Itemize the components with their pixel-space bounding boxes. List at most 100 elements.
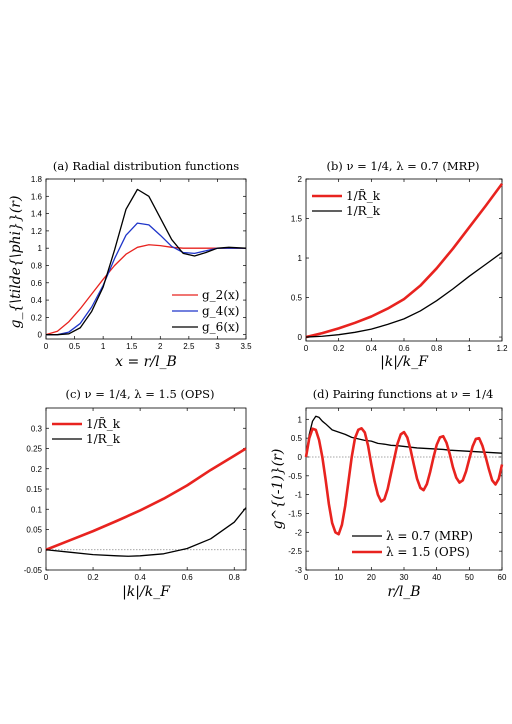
series-line-0	[305, 415, 503, 458]
x-tick-label: 0.2	[87, 573, 99, 582]
y-tick-label: 0.05	[26, 526, 42, 535]
x-tick-label: 30	[400, 573, 409, 582]
x-tick-label: 0.6	[182, 573, 194, 582]
y-tick-label: 0	[298, 453, 303, 462]
x-tick-label: 2.5	[183, 342, 195, 351]
y-tick-label: 1.8	[31, 175, 43, 184]
legend-label-1: 1/R_k	[86, 432, 121, 446]
legend-label-0: λ = 0.7 (MRP)	[386, 529, 473, 543]
y-tick-label: -2.5	[288, 547, 302, 556]
x-tick-label: 1.5	[126, 342, 138, 351]
y-tick-label: 0.5	[291, 294, 303, 303]
panel-c-series	[45, 447, 247, 557]
panel-b-xlabel: |k|/k_F	[380, 354, 429, 370]
y-tick-label: 0.2	[31, 313, 43, 322]
y-tick-label: 0	[38, 546, 43, 555]
x-tick-label: 1	[467, 344, 472, 353]
panel-a-xlabel: x = r/l_B	[115, 354, 177, 370]
legend-label-1: 1/R_k	[346, 204, 381, 218]
series-line-1	[45, 507, 247, 557]
panel-b-title: (b) ν = 1/4, λ = 0.7 (MRP)	[326, 159, 479, 173]
y-tick-label: 0.4	[31, 296, 43, 305]
x-tick-label: 0.5	[69, 342, 81, 351]
series-line-1	[304, 427, 504, 536]
x-tick-label: 2	[158, 342, 163, 351]
panel-a-ylabel: g_{\tilde{\phi}}(r)	[8, 196, 24, 329]
x-tick-label: 0.2	[333, 344, 345, 353]
panel-d-xlabel: r/l_B	[387, 584, 420, 600]
y-tick-label: 1	[298, 254, 303, 263]
y-tick-label: 1.4	[31, 210, 43, 219]
y-tick-label: 0.15	[26, 485, 42, 494]
y-tick-label: 1	[298, 415, 303, 424]
panel-a-axes-frame	[45, 178, 247, 340]
series-line-0	[45, 244, 246, 336]
x-tick-label: 1	[101, 342, 106, 351]
panel-c-xlabel: |k|/k_F	[122, 584, 171, 600]
y-tick-label: -0.05	[24, 566, 43, 575]
series-line-1	[46, 222, 246, 336]
legend-label-2: g_6(x)	[202, 320, 239, 334]
x-tick-label: 20	[367, 573, 376, 582]
x-tick-label: 0	[304, 573, 309, 582]
legend-label-1: g_4(x)	[202, 304, 239, 318]
panel-b-mrp: (b) ν = 1/4, λ = 0.7 (MRP) 0 0.2 0.4 0.6 0.8…	[291, 159, 508, 370]
series-line-0	[45, 447, 247, 551]
y-tick-label: 0	[298, 333, 303, 342]
y-tick-label: 0	[38, 331, 43, 340]
panel-a-title: (a) Radial distribution functions	[53, 159, 239, 173]
x-tick-label: 0.8	[431, 344, 443, 353]
x-tick-label: 0.4	[366, 344, 378, 353]
y-tick-label: 0.2	[31, 465, 43, 474]
y-tick-label: 0.6	[31, 279, 43, 288]
x-tick-label: 3.5	[240, 342, 252, 351]
x-tick-label: 40	[432, 573, 441, 582]
panel-a-legend: g_2(x) g_4(x) g_6(x)	[172, 288, 239, 334]
y-tick-label: -1	[295, 491, 303, 500]
panel-b-series	[305, 182, 504, 339]
legend-label-0: 1/R̃_k	[86, 416, 121, 431]
x-tick-label: 10	[334, 573, 343, 582]
series-line-1	[305, 251, 503, 338]
panel-d-pairing: (d) Pairing functions at ν = 1/4 0 10 20 30…	[270, 387, 507, 600]
y-tick-label: 1	[38, 244, 43, 253]
x-tick-label: 60	[498, 573, 507, 582]
x-tick-label: 3	[215, 342, 220, 351]
panel-d-series	[304, 415, 504, 536]
y-tick-label: 0.3	[31, 424, 43, 433]
panel-a-ticks: 0 0.5 1 1.5 2 2.5 3 3.5 0 0.2 0.4 0.6 0.8 1 1.2 1.4 1.6 1…	[31, 175, 252, 351]
legend-label-0: 1/R̃_k	[346, 188, 381, 203]
panel-d-title: (d) Pairing functions at ν = 1/4	[313, 387, 494, 401]
x-tick-label: 50	[465, 573, 474, 582]
panel-c-title: (c) ν = 1/4, λ = 1.5 (OPS)	[65, 387, 214, 401]
panel-a-radial-distribution: (a) Radial distribution functions 0 0.5 1 1…	[8, 159, 252, 370]
x-tick-label: 1.2	[496, 344, 508, 353]
series-line-0	[305, 182, 504, 339]
y-tick-label: 1.6	[31, 192, 43, 201]
x-tick-label: 0.6	[398, 344, 410, 353]
panel-b-ticks: 0 0.2 0.4 0.6 0.8 1 1.2 0 0.5 1 1.5 2	[291, 175, 508, 353]
y-tick-label: 1.2	[31, 227, 43, 236]
legend-label-0: g_2(x)	[202, 288, 239, 302]
y-tick-label: 0.25	[26, 445, 42, 454]
panel-c-ops: (c) ν = 1/4, λ = 1.5 (OPS) 0 0.2 0.4 0.6 0.8…	[24, 387, 247, 600]
x-tick-label: 0	[304, 344, 309, 353]
legend-label-1: λ = 1.5 (OPS)	[386, 545, 470, 559]
y-tick-label: 0.1	[31, 505, 43, 514]
panel-c-axes-frame	[45, 407, 247, 571]
x-tick-label: 0	[44, 573, 49, 582]
y-tick-label: -2	[295, 528, 303, 537]
panel-c-legend: 1/R̃_k1/R_k	[52, 416, 121, 446]
series-line-2	[46, 188, 247, 336]
y-tick-label: -3	[295, 566, 303, 575]
y-tick-label: -1.5	[288, 509, 302, 518]
x-tick-label: 0	[44, 342, 49, 351]
x-tick-label: 0.4	[135, 573, 147, 582]
panel-a-series	[45, 188, 247, 336]
y-tick-label: 2	[298, 175, 303, 184]
y-tick-label: 0.8	[31, 261, 43, 270]
panel-d-ylabel: g^{(-1)}(r)	[270, 449, 286, 530]
panel-d-legend: λ = 0.7 (MRP) λ = 1.5 (OPS)	[352, 529, 473, 559]
